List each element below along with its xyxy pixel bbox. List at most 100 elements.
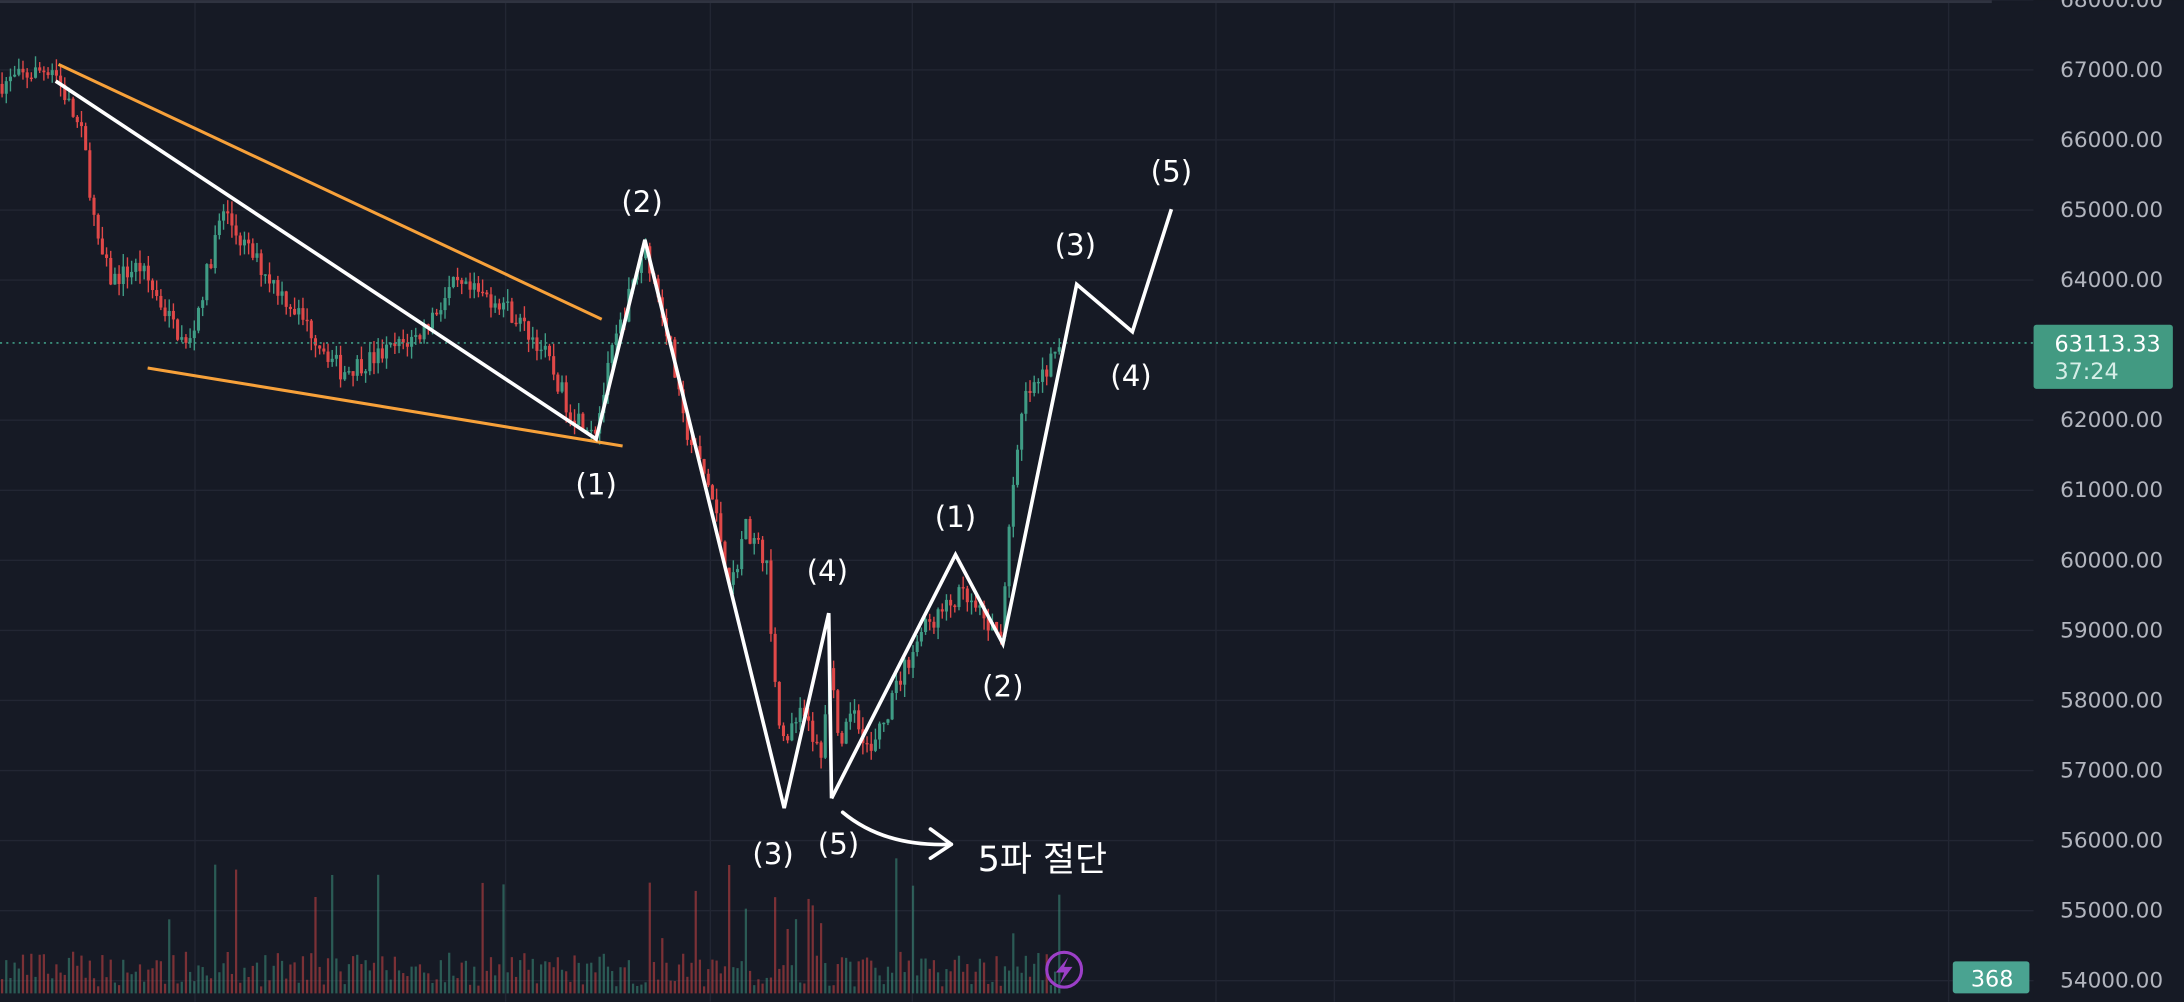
lightning-icon[interactable] (1045, 950, 1084, 989)
candle-body (422, 324, 426, 340)
candle-body (815, 741, 819, 744)
candle-body (0, 83, 4, 94)
candle-body (1024, 390, 1028, 414)
candle-body (456, 276, 460, 281)
volume-bar (631, 983, 635, 994)
candle-body (217, 220, 221, 236)
volume-bar (80, 955, 83, 994)
volume-bar (435, 979, 438, 994)
volume-bar (239, 982, 242, 994)
volume-bar (397, 970, 401, 994)
volume-bar (143, 981, 146, 994)
candle-body (1003, 586, 1007, 637)
candle-body (393, 342, 397, 347)
wave-label-3a: (3) (752, 837, 793, 871)
candle-body (222, 211, 226, 221)
volume-bar (673, 981, 676, 994)
candle-body (1007, 526, 1011, 587)
price-axis[interactable]: 68000.00 67000.00 66000.00 65000.00 64000.00… (2033, 0, 2184, 1002)
volume-bar (147, 969, 150, 994)
candle-body (318, 345, 322, 349)
volume-bar (172, 955, 175, 994)
candle-body (180, 337, 184, 340)
volume-bar (602, 953, 605, 994)
candle-body (644, 246, 648, 259)
candle-body (4, 81, 8, 94)
grid (0, 0, 2034, 1002)
candle-body (46, 72, 50, 76)
candle-body (84, 126, 88, 151)
volume-bar (372, 962, 376, 994)
wedge-upper-line[interactable] (57, 62, 603, 321)
volume-bar (715, 960, 718, 994)
candle-body (384, 344, 389, 359)
wave-path-first[interactable] (54, 79, 834, 809)
price-tick-label: 68000.00 (2060, 0, 2163, 13)
candle-body (506, 301, 510, 303)
candle-body (205, 264, 209, 301)
volume-bar (627, 960, 630, 994)
volume-bar (803, 983, 806, 994)
candle-body (698, 446, 702, 460)
candle-body (568, 412, 572, 421)
wedge-lower-line[interactable] (147, 366, 623, 448)
candle-body (869, 743, 873, 751)
volume-bar (694, 890, 697, 994)
candle-body (735, 569, 740, 573)
volume-bar (581, 984, 585, 994)
candle-body (740, 539, 744, 570)
volume-bar (260, 986, 263, 994)
wave-path-second[interactable] (829, 208, 1174, 800)
candle-body (702, 459, 706, 474)
candle-countdown: 37:24 (2054, 359, 2118, 385)
volume-bar (456, 978, 459, 994)
volume-bar (498, 964, 501, 994)
volume-bar (548, 962, 551, 994)
candle-body (715, 499, 719, 514)
candle-body (414, 335, 418, 337)
volume-bar (360, 964, 363, 994)
volume-bar (222, 963, 225, 994)
volume-value: 368 (1971, 966, 2014, 992)
volume-bar (84, 977, 87, 994)
volume-bar (113, 982, 117, 994)
candle-body (50, 70, 54, 76)
volume-bar (535, 983, 539, 994)
volume-bar (310, 953, 313, 994)
candle-body (201, 300, 205, 308)
wave-label-4b: (4) (1110, 359, 1151, 393)
volume-bar (623, 967, 626, 994)
volume-bar (67, 957, 71, 994)
candle-body (518, 317, 522, 324)
volume-bar (790, 965, 793, 994)
volume-bar (1028, 976, 1032, 994)
volume-bar (385, 970, 388, 994)
volume-bar (723, 966, 727, 994)
volume-bar (949, 971, 952, 994)
volume-bar (744, 908, 747, 994)
volume-bar (982, 962, 986, 994)
candle-body (234, 225, 238, 236)
price-tick-label: 56000.00 (2060, 829, 2163, 854)
top-scrollbar[interactable] (0, 0, 1992, 4)
arrowhead-icon (928, 827, 954, 861)
volume-bar (552, 967, 555, 994)
candle-body (928, 619, 932, 622)
candle-body (581, 413, 585, 431)
volume-bar (209, 978, 213, 994)
volume-bar (845, 957, 848, 994)
volume-bar (669, 980, 672, 994)
volume-bar (540, 964, 543, 994)
candle-body (978, 605, 982, 608)
candle-body (213, 235, 217, 269)
volume-bar (255, 962, 259, 994)
volume-bar (489, 957, 493, 994)
volume-bar (26, 974, 29, 994)
volume-bar (861, 959, 864, 994)
candle-body (639, 258, 643, 273)
volume-bar (280, 960, 284, 994)
volume-bar (870, 960, 873, 994)
candle-body (606, 362, 610, 395)
candle-body (8, 76, 12, 82)
